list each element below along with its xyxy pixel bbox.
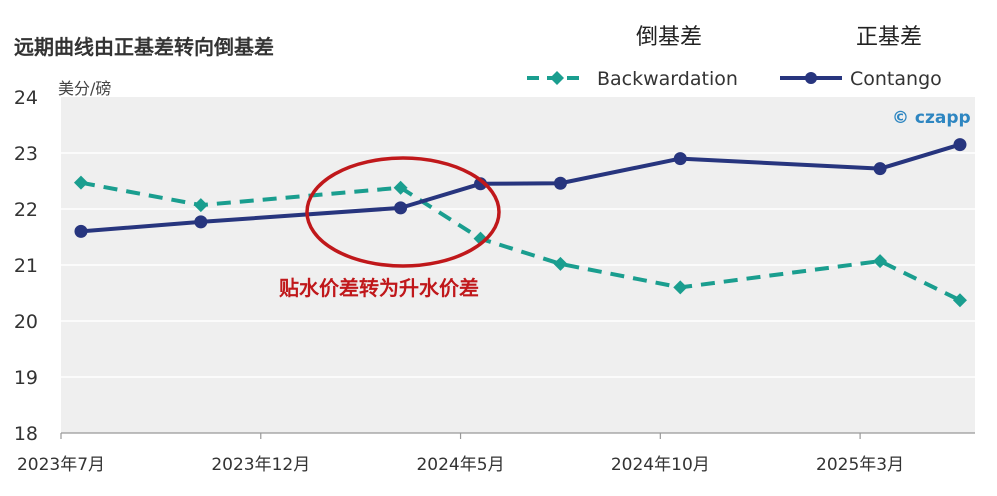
legend-backwardation-marker	[550, 71, 564, 85]
data-point-contango	[74, 224, 88, 238]
legend-contango-marker	[805, 72, 817, 84]
y-tick-label: 20	[14, 311, 38, 333]
y-tick-label: 24	[14, 87, 38, 109]
legend-contango-label: Contango	[850, 68, 942, 90]
y-tick-label: 19	[14, 367, 38, 389]
series-line-contango	[80, 142, 961, 234]
y-tick-label: 23	[14, 143, 38, 165]
header-label-contango: 正基差	[856, 25, 922, 50]
annotation-ring	[305, 156, 501, 268]
data-point-backwardation	[393, 180, 408, 195]
y-tick-label: 18	[14, 423, 38, 445]
x-tick-label: 2025年3月	[816, 455, 904, 475]
annotation-text: 贴水价差转为升水价差	[279, 276, 479, 300]
y-tick-label: 21	[14, 255, 38, 277]
data-point-backwardation	[952, 293, 967, 308]
watermark: © czapp	[892, 108, 971, 128]
y-axis: 18 19 20 21 22 23 24	[14, 87, 38, 445]
y-tick-label: 22	[14, 199, 38, 221]
data-point-contango	[953, 138, 967, 152]
data-point-contango	[673, 152, 687, 166]
x-tick-label: 2023年7月	[17, 455, 105, 475]
header-label-backwardation: 倒基差	[636, 25, 702, 50]
x-tick-label: 2024年5月	[416, 455, 504, 475]
chart-title: 远期曲线由正基差转向倒基差	[14, 35, 274, 59]
legend: Backwardation Contango	[527, 68, 942, 90]
x-tick-label: 2024年10月	[611, 455, 710, 475]
data-point-backwardation	[873, 254, 888, 269]
data-point-backwardation	[193, 198, 208, 213]
x-axis: 2023年7月 2023年12月 2024年5月 2024年10月 2025年3月	[17, 432, 975, 475]
data-point-backwardation	[73, 175, 88, 190]
grid	[61, 152, 975, 378]
series-line-backwardation	[80, 180, 961, 303]
y-axis-unit: 美分/磅	[58, 79, 111, 98]
data-point-backwardation	[553, 256, 568, 271]
data-point-contango	[553, 176, 567, 190]
data-point-backwardation	[673, 280, 688, 295]
data-point-contango	[194, 215, 208, 229]
data-point-contango	[873, 162, 887, 176]
data-point-contango	[394, 201, 408, 215]
legend-backwardation-label: Backwardation	[597, 68, 738, 90]
x-tick-label: 2023年12月	[211, 455, 310, 475]
